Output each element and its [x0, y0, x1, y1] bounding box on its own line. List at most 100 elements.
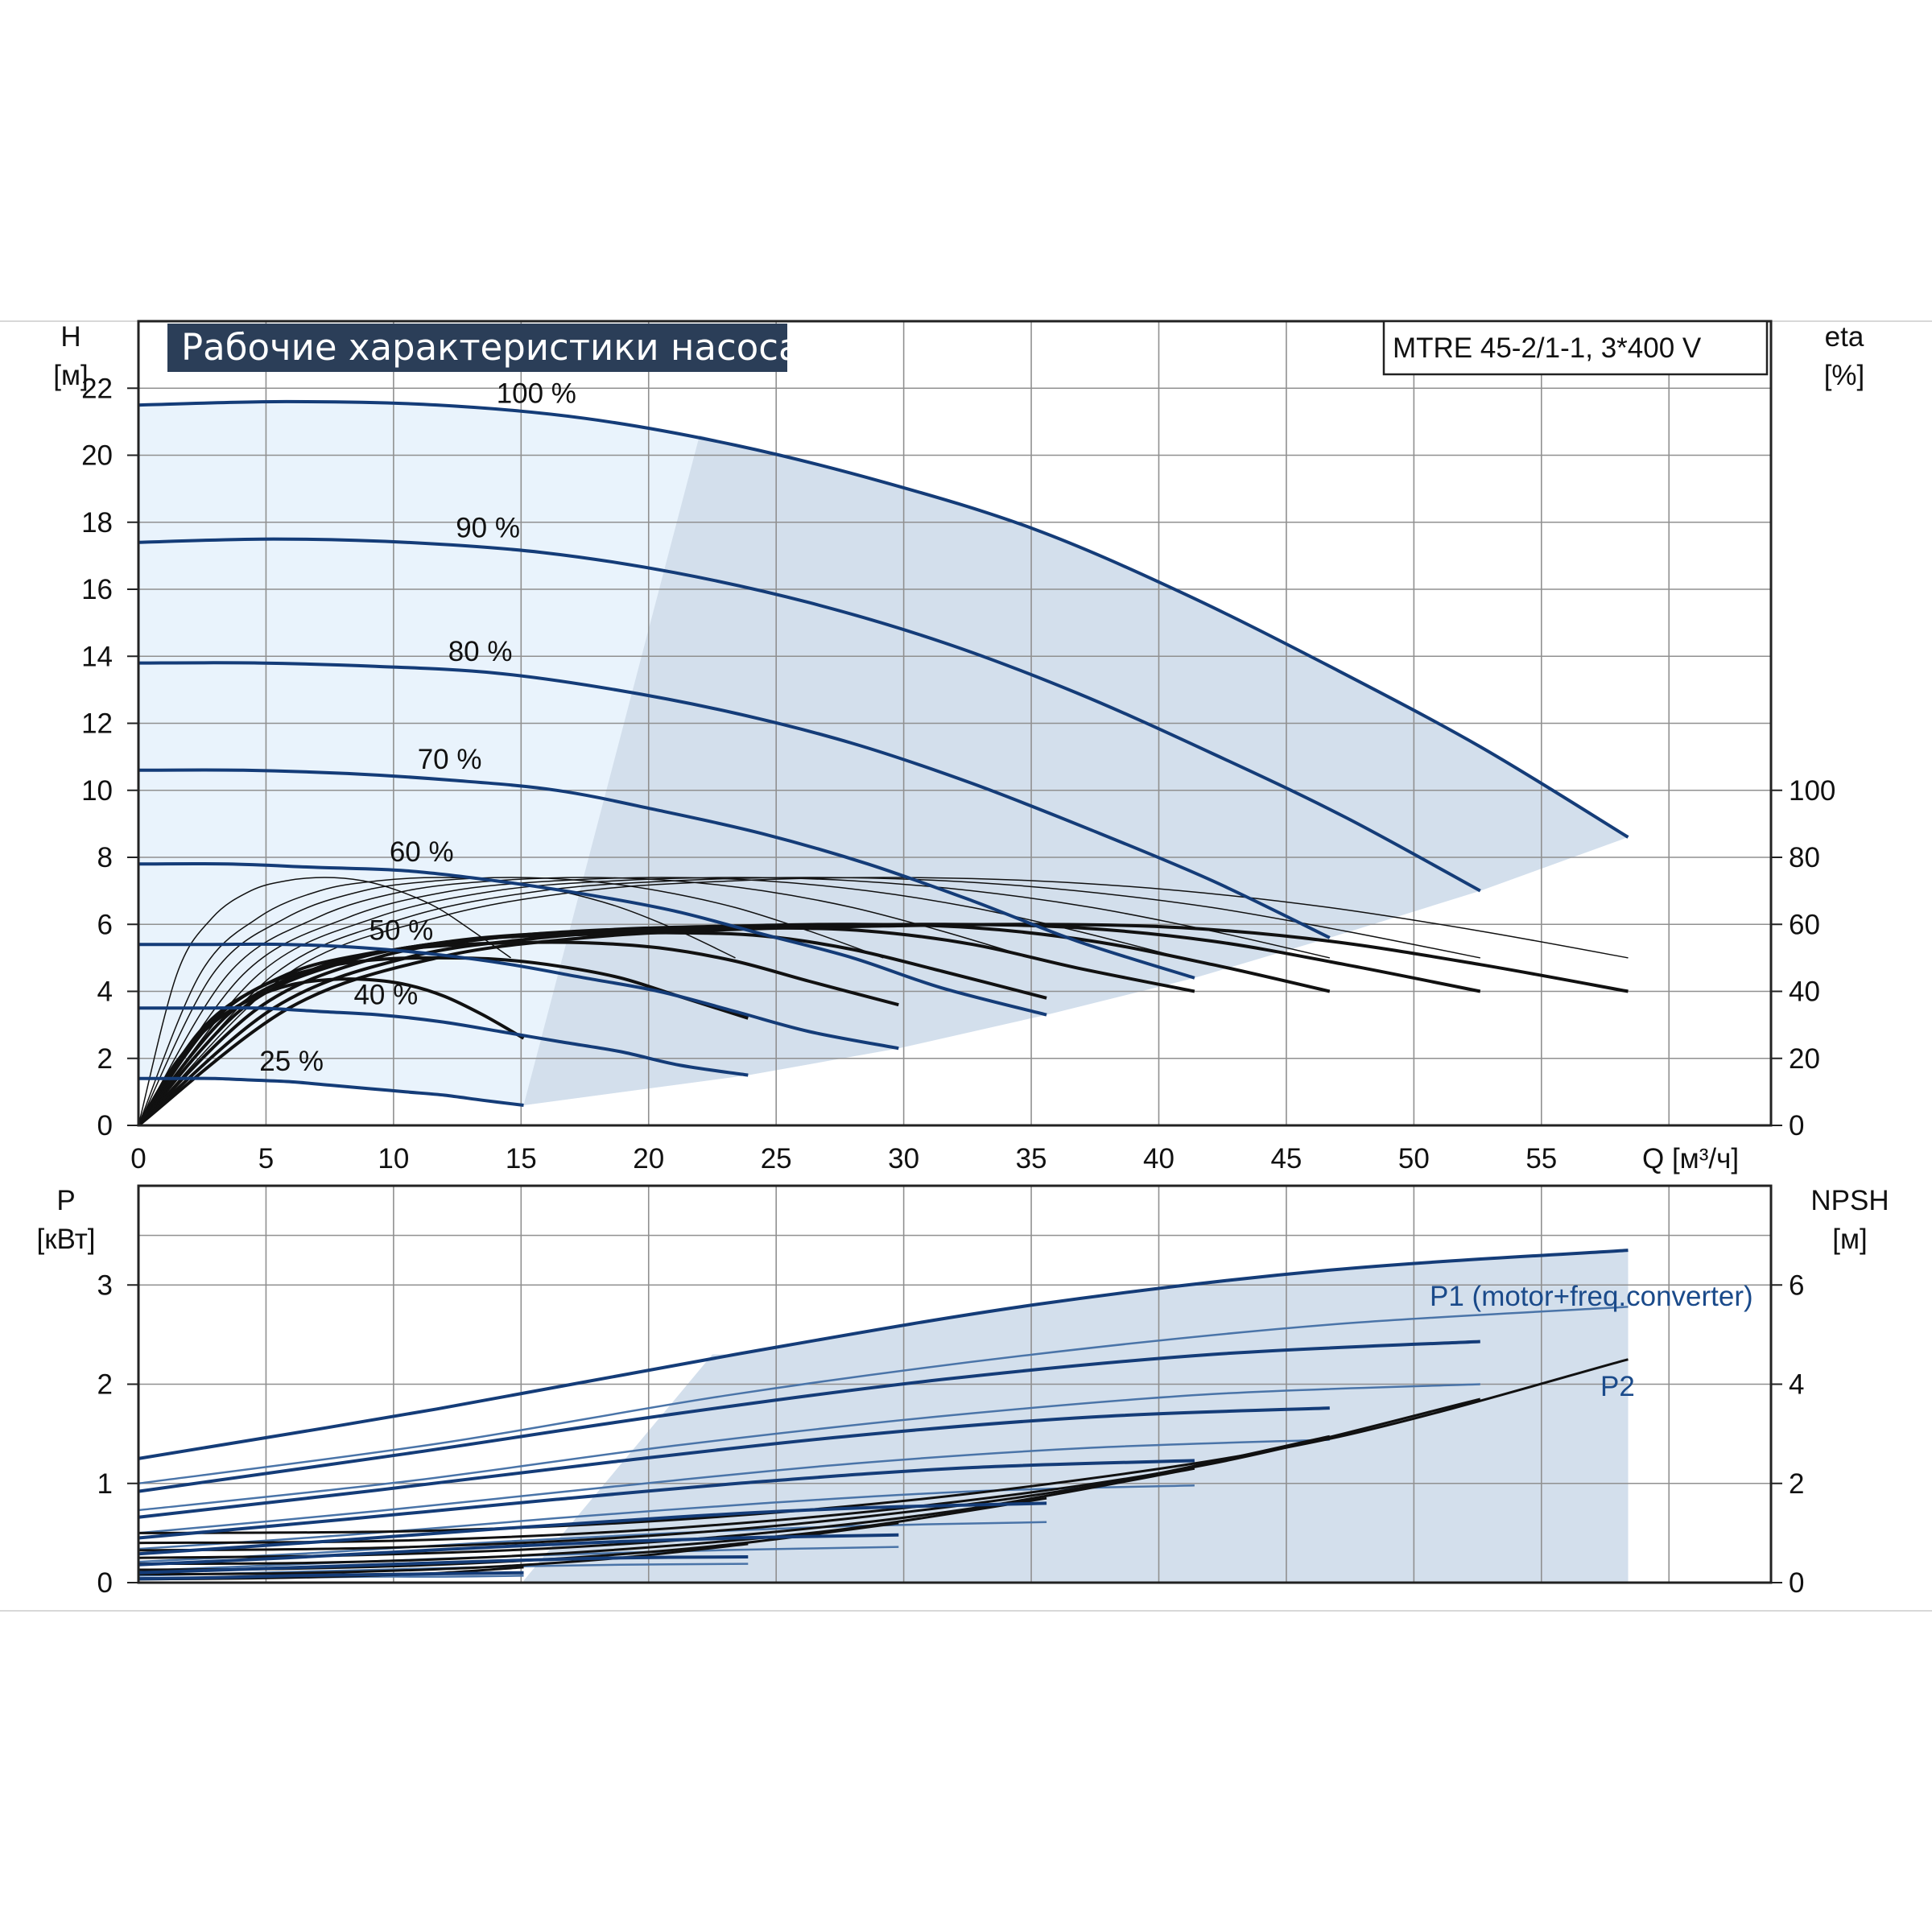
p1-curve	[138, 1459, 1195, 1540]
head-panel: 100 % 90 % 80 % 70 % 60 % 50 % 40 % 25 % 0 5 10 15…	[81, 320, 1835, 1174]
x-tick-label: 55	[1525, 1143, 1557, 1174]
npsh-curve	[138, 1397, 1481, 1545]
power-y-tick-label: 2	[97, 1369, 113, 1401]
head-tick-labels: 0 5 10 15 20 25 30 35 40 45 50 55 0 2 4 6 8 10 12 14 16 18 20 2…	[81, 373, 1835, 1174]
eta-axis-title: eta	[1825, 321, 1864, 353]
p2-curve	[138, 1439, 1330, 1534]
npsh-axis-title: NPSH	[1810, 1185, 1889, 1216]
y-tick-label: 6	[97, 909, 113, 940]
x-tick-label: 25	[761, 1143, 792, 1174]
thin-curve	[138, 877, 736, 1126]
x-tick-label: 10	[378, 1143, 409, 1174]
head-curve-label: 90 %	[456, 512, 520, 543]
y-tick-label: 16	[81, 574, 113, 605]
x-tick-label: 30	[888, 1143, 919, 1174]
x-tick-label: 5	[258, 1143, 274, 1174]
thin-curve	[138, 877, 1629, 1126]
thin-curve	[138, 877, 884, 1126]
eta-axis-unit: [%]	[1824, 360, 1865, 391]
y-tick-label: 4	[97, 976, 113, 1008]
x-tick-label: 40	[1143, 1143, 1174, 1174]
npsh-curve	[138, 1358, 1629, 1534]
p2-curve	[138, 1383, 1480, 1512]
model-label: MTRE 45-2/1-1, 3*400 V	[1393, 332, 1702, 364]
head-curve-labels: 100 % 90 % 80 % 70 % 60 % 50 % 40 % 25 %	[259, 378, 576, 1077]
y2-tick-label: 0	[1789, 1110, 1804, 1141]
p1-curves	[138, 1249, 1629, 1581]
power-y-tick-label: 1	[97, 1468, 113, 1500]
power-plot-frame	[137, 1184, 1773, 1584]
head-curve	[138, 661, 1331, 939]
y-tick-label: 2	[97, 1043, 113, 1075]
y-tick-label: 20	[81, 440, 113, 472]
y2-tick-label: 60	[1789, 909, 1820, 940]
npsh-y-tick-label: 0	[1789, 1567, 1804, 1599]
y-tick-label: 12	[81, 708, 113, 740]
head-curve	[138, 768, 1195, 980]
efficiency-curve	[137, 931, 1047, 1127]
head-curve-label: 70 %	[418, 744, 482, 775]
npsh-y-tick-label: 6	[1789, 1269, 1804, 1301]
y2-tick-label: 80	[1789, 842, 1820, 873]
thin-curve	[138, 877, 1330, 1126]
efficiency-curve	[137, 926, 1195, 1127]
power-axis-title: P	[56, 1185, 75, 1216]
power-y-tick-label: 0	[97, 1567, 113, 1599]
head-curve	[138, 1076, 524, 1107]
operating-area-dark	[523, 435, 1629, 1106]
head-curve	[138, 942, 899, 1051]
power-y-tick-label: 3	[97, 1269, 113, 1301]
npsh-axis-unit: [м]	[1832, 1224, 1868, 1255]
efficiency-curve	[137, 977, 525, 1127]
head-curve-label: 100 %	[497, 378, 576, 409]
x-tick-label: 20	[633, 1143, 664, 1174]
thin-curve	[138, 877, 512, 1126]
x-tick-label: 50	[1398, 1143, 1430, 1174]
p1-curve	[138, 1249, 1629, 1460]
p1-curve	[138, 1340, 1480, 1493]
head-curve-label: 80 %	[448, 636, 513, 667]
y2-tick-label: 40	[1789, 976, 1820, 1008]
head-curve-label: 60 %	[390, 836, 454, 868]
head-curve-label: 40 %	[353, 980, 418, 1011]
chart-title: Рабочие характеристики насоса	[181, 326, 801, 369]
model-box	[1382, 320, 1769, 376]
head-curve-label: 50 %	[369, 915, 433, 947]
y2-tick-label: 100	[1789, 775, 1835, 807]
y-tick-label: 10	[81, 775, 113, 807]
y-tick-label: 0	[97, 1110, 113, 1141]
head-curve	[138, 1005, 749, 1077]
chart-title-background	[167, 324, 787, 372]
y2-tick-label: 20	[1789, 1043, 1820, 1075]
flow-axis-title: Q [м³/ч]	[1642, 1143, 1739, 1174]
x-tick-label: 0	[130, 1143, 146, 1174]
p2-series-label: P2	[1600, 1371, 1635, 1402]
head-axis-title: H	[60, 321, 80, 353]
head-plot-frame	[137, 320, 1773, 1127]
y-tick-label: 18	[81, 507, 113, 539]
head-curve	[138, 861, 1047, 1017]
y-tick-label: 22	[81, 373, 113, 404]
npsh-curve	[138, 1435, 1331, 1552]
p1-curve	[138, 1555, 749, 1575]
p1-curve	[138, 1571, 524, 1581]
power-axis-unit: [кВт]	[37, 1224, 96, 1255]
y-tick-label: 14	[81, 641, 113, 672]
p2-curve	[138, 1306, 1629, 1485]
p1-curve	[138, 1501, 1047, 1556]
head-curves	[138, 399, 1629, 1107]
p1-curve	[138, 1406, 1330, 1519]
thin-curve	[138, 877, 1480, 1126]
x-tick-label: 35	[1016, 1143, 1047, 1174]
head-curve	[138, 399, 1629, 839]
head-curve-label: 25 %	[259, 1046, 324, 1077]
p1-curve	[138, 1533, 899, 1567]
y-tick-label: 8	[97, 842, 113, 873]
head-curve	[138, 537, 1481, 893]
x-tick-label: 45	[1270, 1143, 1302, 1174]
x-tick-label: 15	[506, 1143, 537, 1174]
head-axis-unit: [м]	[53, 360, 89, 391]
power-panel: 0 1 2 3 0 2 4 6	[97, 1184, 1804, 1599]
npsh-y-tick-label: 2	[1789, 1468, 1804, 1500]
